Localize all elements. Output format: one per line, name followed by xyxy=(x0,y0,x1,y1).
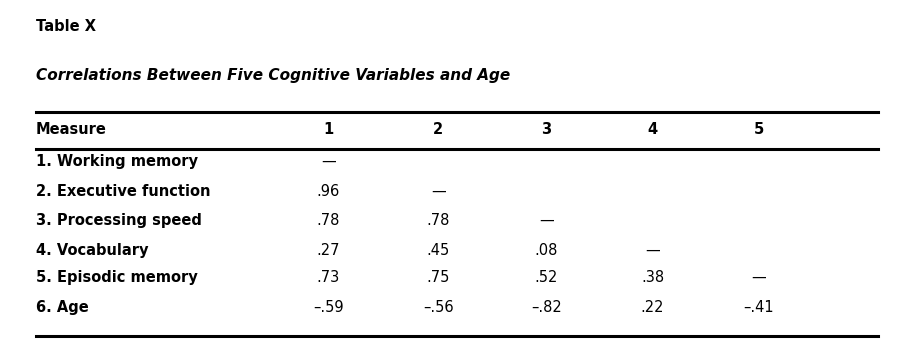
Text: 2: 2 xyxy=(433,122,444,137)
Text: –.59: –.59 xyxy=(313,300,344,315)
Text: 5: 5 xyxy=(753,122,764,137)
Text: .27: .27 xyxy=(317,243,340,258)
Text: .78: .78 xyxy=(427,213,450,228)
Text: .96: .96 xyxy=(317,184,340,199)
Text: 1. Working memory: 1. Working memory xyxy=(36,154,198,169)
Text: Measure: Measure xyxy=(36,122,107,137)
Text: 1: 1 xyxy=(323,122,334,137)
Text: .75: .75 xyxy=(427,270,450,285)
Text: —: — xyxy=(431,184,446,199)
Text: —: — xyxy=(321,154,336,169)
Text: 5. Episodic memory: 5. Episodic memory xyxy=(36,270,198,285)
Text: 4. Vocabulary: 4. Vocabulary xyxy=(36,243,148,258)
Text: –.82: –.82 xyxy=(531,300,562,315)
Text: 4: 4 xyxy=(647,122,658,137)
Text: 6. Age: 6. Age xyxy=(36,300,89,315)
Text: –.41: –.41 xyxy=(743,300,774,315)
Text: .22: .22 xyxy=(641,300,664,315)
Text: —: — xyxy=(539,213,554,228)
Text: .73: .73 xyxy=(317,270,340,285)
Text: —: — xyxy=(752,270,766,285)
Text: .52: .52 xyxy=(535,270,558,285)
Text: —: — xyxy=(645,243,660,258)
Text: .45: .45 xyxy=(427,243,450,258)
Text: .78: .78 xyxy=(317,213,340,228)
Text: .08: .08 xyxy=(535,243,558,258)
Text: 3: 3 xyxy=(541,122,552,137)
Text: 3. Processing speed: 3. Processing speed xyxy=(36,213,202,228)
Text: .38: .38 xyxy=(641,270,664,285)
Text: –.56: –.56 xyxy=(423,300,454,315)
Text: Table X: Table X xyxy=(36,19,96,34)
Text: 2. Executive function: 2. Executive function xyxy=(36,184,211,199)
Text: Correlations Between Five Cognitive Variables and Age: Correlations Between Five Cognitive Vari… xyxy=(36,68,510,83)
